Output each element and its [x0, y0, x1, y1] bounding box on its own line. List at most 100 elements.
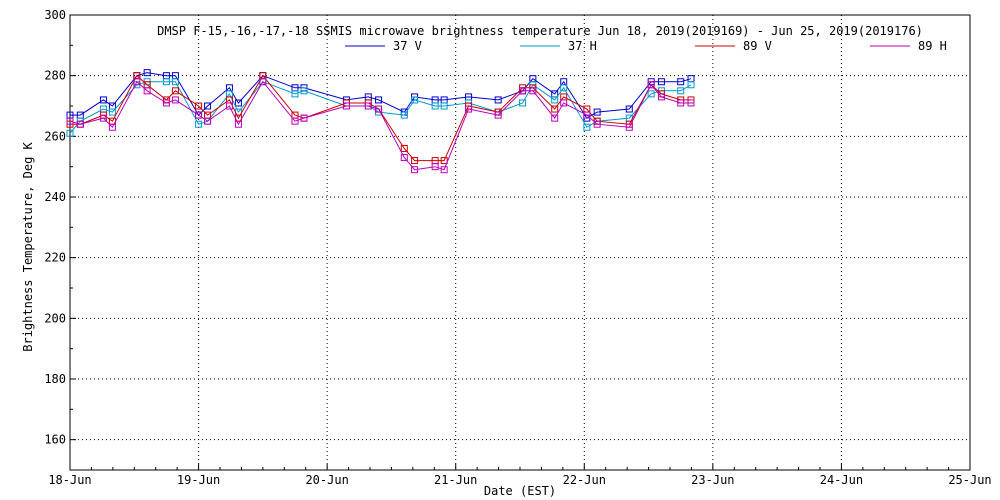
data-point-marker [657, 93, 665, 101]
data-point-marker [234, 99, 242, 107]
data-point-marker [529, 87, 537, 95]
axis-ticks: 18-Jun 19-Jun 20-Jun 21-Jun 22-Jun 23-Jun 24-J… [44, 8, 991, 487]
data-point-marker [99, 96, 107, 104]
data-point-marker [204, 117, 212, 125]
data-point-marker [440, 157, 448, 165]
legend-label: 37 H [568, 39, 597, 53]
data-point-marker [342, 102, 350, 110]
data-point-marker [625, 123, 633, 131]
data-point-marker [551, 96, 559, 104]
data-point-marker [551, 114, 559, 122]
data-point-marker [657, 78, 665, 86]
data-point-marker [494, 96, 502, 104]
data-point-marker [647, 90, 655, 98]
data-point-marker [431, 102, 439, 110]
data-point-marker [291, 117, 299, 125]
legend-entry: 89 V [695, 39, 772, 53]
data-point-marker [687, 99, 695, 107]
data-point-marker [108, 108, 116, 116]
data-point-marker [108, 123, 116, 131]
x-tick-label: 23-Jun [691, 473, 734, 487]
data-point-marker [400, 144, 408, 152]
data-point-marker [465, 105, 473, 113]
legend: 37 V 37 H 89 V 89 H [345, 39, 947, 53]
y-tick-label: 260 [44, 129, 66, 143]
data-point-marker [375, 96, 383, 104]
data-point-marker [66, 117, 74, 125]
x-tick-label: 21-Jun [434, 473, 477, 487]
data-point-marker [300, 114, 308, 122]
data-point-marker [143, 87, 151, 95]
y-tick-label: 160 [44, 433, 66, 447]
data-point-marker [677, 99, 685, 107]
data-point-marker [687, 81, 695, 89]
data-point-marker [411, 166, 419, 174]
data-point-marker [400, 111, 408, 119]
data-point-marker [195, 111, 203, 119]
data-point-marker [440, 166, 448, 174]
x-tick-label: 20-Jun [305, 473, 348, 487]
data-point-marker [400, 154, 408, 162]
legend-entry: 89 H [870, 39, 947, 53]
data-point-marker [560, 84, 568, 92]
data-point-marker [551, 105, 559, 113]
data-point-marker [647, 81, 655, 89]
x-tick-label: 19-Jun [177, 473, 220, 487]
legend-label: 89 V [743, 39, 772, 53]
legend-label: 37 V [393, 39, 422, 53]
data-point-marker [162, 99, 170, 107]
data-point-marker [171, 87, 179, 95]
data-point-marker [519, 87, 527, 95]
data-point-marker [431, 163, 439, 171]
data-point-marker [364, 102, 372, 110]
y-tick-label: 200 [44, 311, 66, 325]
x-tick-label: 18-Jun [48, 473, 91, 487]
x-axis-label: Date (EST) [484, 484, 556, 498]
chart-title: DMSP F-15,-16,-17,-18 SSMIS microwave br… [157, 24, 923, 38]
x-tick-label: 24-Jun [820, 473, 863, 487]
data-point-marker [625, 105, 633, 113]
data-point-marker [143, 69, 151, 77]
y-tick-label: 180 [44, 372, 66, 386]
data-point-marker [593, 108, 601, 116]
data-point-marker [411, 96, 419, 104]
data-point-marker [300, 87, 308, 95]
data-point-marker [66, 129, 74, 137]
data-point-marker [583, 123, 591, 131]
data-point-marker [560, 99, 568, 107]
y-tick-label: 240 [44, 190, 66, 204]
data-point-marker [291, 90, 299, 98]
data-series [66, 69, 695, 174]
data-point-marker [494, 111, 502, 119]
data-point-marker [225, 102, 233, 110]
data-point-marker [519, 99, 527, 107]
data-point-marker [76, 120, 84, 128]
series-89-h [66, 78, 695, 174]
x-tick-label: 25-Jun [948, 473, 991, 487]
data-point-marker [133, 78, 141, 86]
data-point-marker [234, 120, 242, 128]
legend-entry: 37 V [345, 39, 422, 53]
legend-label: 89 H [918, 39, 947, 53]
y-axis-label: Brightness Temperature, Deg K [21, 141, 35, 351]
x-tick-label: 22-Jun [563, 473, 606, 487]
data-point-marker [162, 78, 170, 86]
data-point-marker [204, 102, 212, 110]
legend-entry: 37 H [520, 39, 597, 53]
data-point-marker [440, 102, 448, 110]
data-point-marker [195, 120, 203, 128]
data-point-marker [195, 102, 203, 110]
data-point-marker [171, 78, 179, 86]
y-tick-label: 280 [44, 69, 66, 83]
y-tick-label: 300 [44, 8, 66, 22]
data-point-marker [583, 111, 591, 119]
data-point-marker [411, 157, 419, 165]
data-point-marker [171, 96, 179, 104]
data-point-marker [259, 78, 267, 86]
data-point-marker [593, 120, 601, 128]
data-point-marker [677, 78, 685, 86]
data-point-marker [375, 105, 383, 113]
y-tick-label: 220 [44, 251, 66, 265]
